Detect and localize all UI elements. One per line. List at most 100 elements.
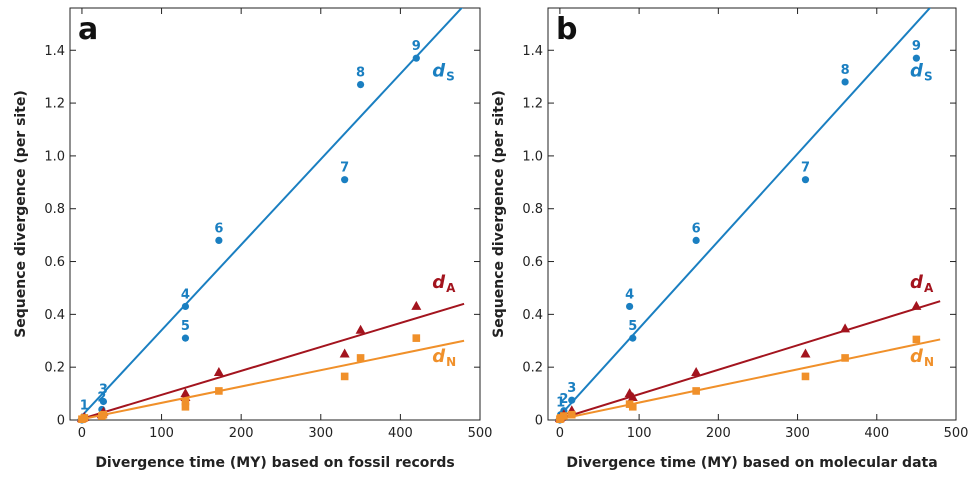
y-tick-label: 0.2	[44, 361, 65, 376]
y-tick-label: 0.4	[522, 308, 543, 323]
data-point-dn	[356, 354, 365, 362]
x-tick-label: 0	[556, 426, 564, 441]
fit-line-ds	[555, 8, 932, 420]
y-tick-label: 0.8	[522, 202, 543, 217]
data-point-dn	[912, 335, 921, 344]
data-point-ds	[181, 334, 190, 342]
point-label: 4	[625, 287, 634, 302]
x-tick-label: 300	[308, 426, 333, 441]
point-label: 3	[567, 381, 576, 396]
panel-b: 0 100 200 300 400 500 0 0.2 0.4 0.6 0.8 1.0 1.2 1.4 Di…	[491, 7, 969, 471]
plot-frame	[547, 7, 957, 421]
series-label-ds: dS	[432, 61, 455, 84]
point-label: 2	[97, 390, 106, 405]
data-point-ds	[629, 334, 637, 342]
x-axis-label: Divergence time (MY) based on molecular …	[566, 455, 937, 471]
series-label-subscript: A	[924, 281, 934, 295]
data-point-ds	[412, 54, 420, 62]
y-tick-label: 1.0	[44, 149, 65, 164]
data-point-ds	[912, 54, 920, 62]
point-label: 6	[692, 221, 701, 236]
series-da: dA	[554, 272, 941, 423]
x-tick-label: 500	[944, 426, 969, 441]
data-point-da	[355, 324, 366, 334]
data-point-dn	[628, 402, 637, 411]
y-axis-label: Sequence divergence (per site)	[13, 90, 29, 338]
data-point-dn	[80, 414, 89, 422]
data-point-dn	[567, 410, 576, 419]
data-point-ds	[341, 176, 349, 184]
data-point-dn	[215, 387, 223, 395]
data-point-dn	[412, 334, 421, 342]
point-label: 5	[181, 319, 190, 334]
data-point-ds	[356, 80, 365, 89]
data-point-da	[691, 366, 702, 376]
data-point-da	[411, 300, 422, 310]
panel-a: 0 100 200 300 400 500 0 0.2 0.4 0.6 0.8 1.0 1.2 1.4 Di…	[13, 7, 493, 471]
series-dn: dN	[77, 334, 465, 424]
data-point-ds	[181, 302, 190, 311]
y-tick-label: 1.0	[522, 149, 543, 164]
y-tick-label: 1.4	[44, 44, 65, 59]
x-tick-label: 100	[149, 426, 174, 441]
x-tick-label: 400	[864, 426, 889, 441]
series-label-dn: dN	[432, 346, 456, 369]
point-label: 9	[912, 39, 921, 54]
data-point-da	[840, 323, 851, 333]
data-point-da	[627, 392, 638, 402]
x-tick-label: 400	[388, 426, 413, 441]
y-tick-label: 0.6	[44, 255, 65, 270]
panel-label: b	[556, 12, 577, 47]
data-point-da	[339, 348, 350, 358]
data-point-dn	[841, 354, 849, 362]
x-tick-label: 200	[229, 426, 254, 441]
point-label: 1	[556, 396, 565, 411]
series-label-main: d	[432, 346, 446, 367]
point-label: 4	[181, 287, 190, 302]
x-axis-label: Divergence time (MY) based on fossil rec…	[95, 455, 454, 471]
x-tick-label: 0	[78, 426, 86, 441]
y-tick-label: 1.2	[44, 97, 65, 112]
data-point-ds	[99, 397, 108, 406]
series-da: dA	[76, 272, 465, 423]
data-point-ds	[568, 396, 576, 404]
point-label: 5	[628, 319, 637, 334]
data-point-ds	[841, 78, 849, 86]
series-dn: dN	[555, 335, 941, 424]
point-label: 3	[99, 383, 108, 398]
data-point-ds	[626, 302, 634, 311]
y-tick-label: 0	[57, 414, 65, 429]
series-label-subscript: N	[924, 355, 934, 369]
x-tick-label: 500	[468, 426, 493, 441]
data-point-da	[911, 300, 922, 310]
panel-label: a	[78, 12, 98, 47]
series-label-subscript: S	[924, 70, 933, 84]
data-point-ds	[215, 236, 223, 245]
fit-line-dn	[77, 339, 465, 420]
series-label-da: dA	[910, 272, 934, 295]
series-label-main: d	[910, 61, 924, 82]
series-label-subscript: A	[446, 281, 456, 295]
y-axis-label: Sequence divergence (per site)	[491, 90, 507, 338]
fit-line-da	[77, 302, 465, 420]
point-label: 7	[340, 161, 349, 176]
point-label: 6	[214, 221, 223, 236]
point-label: 8	[356, 66, 365, 81]
data-point-ds	[801, 176, 810, 184]
series-label-main: d	[910, 272, 924, 293]
series-label-subscript: N	[446, 355, 456, 369]
data-point-dn	[181, 402, 190, 411]
series-label-main: d	[910, 346, 924, 367]
y-tick-label: 0.2	[522, 361, 543, 376]
fit-line-ds	[77, 8, 463, 420]
series-label-da: dA	[432, 272, 456, 295]
data-point-da	[800, 348, 811, 358]
y-tick-label: 1.4	[522, 44, 543, 59]
data-point-da	[213, 366, 224, 376]
point-label: 1	[80, 398, 89, 413]
fit-line-da	[555, 300, 941, 420]
x-tick-label: 300	[785, 426, 810, 441]
